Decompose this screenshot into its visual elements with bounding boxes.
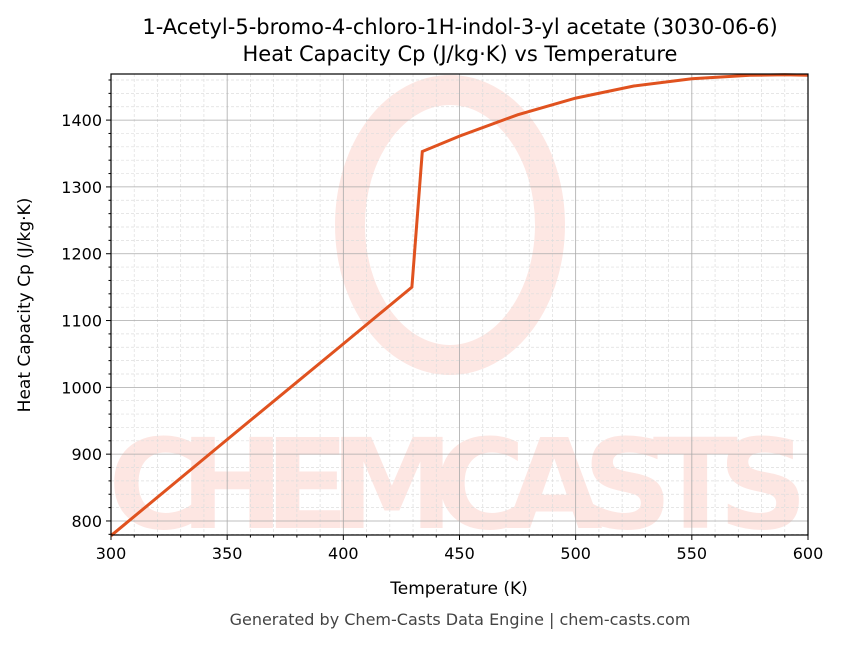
watermark-logo	[335, 75, 565, 375]
y-tick-label: 1300	[61, 178, 102, 197]
x-tick-label: 350	[212, 544, 243, 563]
y-tick-label: 900	[71, 445, 102, 464]
y-tick-label: 1400	[61, 111, 102, 130]
x-tick-label: 400	[328, 544, 359, 563]
watermark-text: CHEMCASTS	[108, 413, 808, 558]
x-tick-label: 450	[444, 544, 475, 563]
chart-title: 1-Acetyl-5-bromo-4-chloro-1H-indol-3-yl …	[142, 15, 777, 39]
cp-series-line	[110, 73, 809, 537]
plot-frame	[110, 73, 809, 536]
y-axis-label: Heat Capacity Cp (J/kg·K)	[15, 198, 35, 413]
x-tick-label: 300	[96, 544, 127, 563]
y-tick-label: 1200	[61, 245, 102, 264]
y-tick-label: 1100	[61, 312, 102, 331]
y-tick-label: 800	[71, 512, 102, 531]
chart-subtitle: Heat Capacity Cp (J/kg·K) vs Temperature	[243, 42, 678, 66]
x-tick-label: 550	[677, 544, 708, 563]
x-tick-label: 600	[793, 544, 824, 563]
footer-credit: Generated by Chem-Casts Data Engine | ch…	[230, 610, 691, 629]
watermark: CHEMCASTS	[108, 75, 808, 558]
y-tick-label: 1000	[61, 378, 102, 397]
x-tick-label: 500	[560, 544, 591, 563]
x-axis-label: Temperature (K)	[389, 579, 528, 599]
